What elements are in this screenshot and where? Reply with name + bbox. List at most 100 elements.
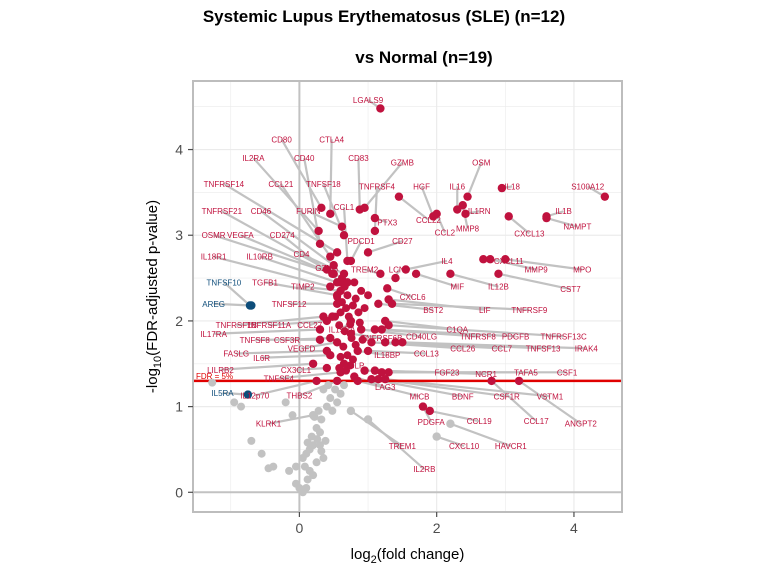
x-tick-label: 4 (570, 520, 578, 536)
leader-line (388, 324, 564, 338)
point-havcr1 (446, 419, 455, 428)
point-il10rb (332, 278, 342, 287)
label-csf1r: CSF1R (494, 392, 520, 401)
label-tnfsf10: TNFSF10 (207, 278, 242, 287)
point-ns (321, 436, 330, 445)
leader-line (278, 371, 341, 380)
point-cx3cl1 (322, 363, 332, 373)
point-ns (313, 435, 322, 444)
label-cd274: CD274 (270, 231, 295, 240)
point-up (342, 304, 351, 313)
label-nampt: NAMPT (563, 223, 591, 232)
y-axis-label: -log10(FDR-adjusted p-value) (144, 200, 164, 393)
point-ns (230, 398, 239, 407)
label-tnfrsf4: TNFRSF4 (359, 182, 396, 191)
label-vstm1: VSTM1 (537, 392, 564, 401)
label-tslp: TSLP (344, 361, 364, 370)
label-vegfd: VEGFD (288, 344, 316, 353)
point-csf3r (326, 333, 335, 343)
y-axis-label-prefix: -log (144, 368, 161, 393)
label-pdgfb: PDGFB (502, 332, 530, 341)
point-ns (285, 466, 294, 475)
label-lgals9: LGALS9 (353, 96, 384, 105)
leader-line (505, 258, 583, 271)
point-tnfrsf6b (346, 329, 356, 338)
point-ccl19 (425, 406, 435, 416)
point-ns (336, 389, 345, 398)
label-thbs2: THBS2 (286, 391, 312, 400)
chart-title-line-2: vs Normal (n=19) (355, 48, 493, 67)
leader-line (367, 349, 427, 355)
label-ccl21: CCL21 (268, 180, 293, 189)
leader-line (450, 422, 512, 448)
label-tafa5: TAFA5 (514, 368, 538, 377)
leader-line (221, 210, 328, 271)
point-up (358, 335, 367, 344)
point-cd40 (315, 239, 325, 249)
point-ns (281, 398, 290, 407)
leader-line (259, 255, 338, 284)
point-ns (237, 402, 246, 411)
label-pdgfa: PDGFA (418, 418, 446, 427)
threshold-label: FDR = 5% (196, 372, 233, 381)
axis-ticks: 0 2 4 0 1 2 3 4 (175, 142, 578, 536)
point-il17ra (315, 325, 325, 334)
leader-line (373, 186, 379, 232)
leader-line (357, 158, 361, 210)
point-pdcd1 (346, 256, 356, 266)
label-il17ra: IL17RA (200, 330, 227, 339)
leader-line (363, 161, 404, 209)
point-lcn2 (391, 273, 400, 283)
leader-line (236, 315, 324, 327)
point-labels: LGALS9 CD80 CTLA4 IL2RA CD40 CD83 GZMB OSM TNFRS… (196, 96, 605, 474)
point-tnfrsf14 (332, 248, 342, 257)
point-up (336, 308, 345, 317)
point-lgals9 (376, 104, 385, 113)
leader-line (302, 285, 341, 293)
point-il18r1 (326, 282, 335, 291)
point-ns (257, 449, 266, 458)
label-il12p70: IL12p70 (240, 391, 269, 400)
leader-line (498, 272, 571, 291)
label-il18bp: IL18BP (374, 351, 400, 360)
x-tick-label: 0 (295, 520, 303, 536)
point-tnfrsf9 (387, 299, 397, 308)
label-timp2: TIMP2 (291, 283, 315, 292)
leader-line (220, 362, 314, 371)
label-gzma: GZMA (315, 264, 339, 273)
label-tnfsf12: TNFSF12 (272, 300, 307, 309)
leader-line (420, 185, 435, 217)
point-up (348, 301, 357, 310)
label-mmp8: MMP8 (456, 224, 480, 233)
label-lilrb2: LILRB2 (207, 366, 234, 375)
x-tick-label: 2 (433, 520, 441, 536)
label-tnfsf13: TNFSF13 (526, 344, 561, 353)
y-tick-label: 1 (175, 399, 183, 415)
y-axis-label-suffix: (FDR-adjusted p-value) (144, 200, 161, 356)
label-osm: OSM (472, 158, 491, 167)
leader-line (508, 215, 531, 235)
leader-line (398, 195, 430, 221)
label-trem2: TREM2 (351, 266, 379, 275)
label-tnfsf4: TNFSF4 (264, 374, 295, 383)
leader-line (264, 281, 338, 297)
point-up (348, 355, 357, 364)
label-tnfsf8: TNFSF8 (240, 336, 271, 345)
point-il12b (446, 269, 455, 278)
point-ns (303, 475, 312, 484)
label-il18: IL18 (504, 182, 520, 191)
point-ccl17 (487, 376, 496, 386)
point-cd27 (363, 248, 373, 257)
label-il15ra: IL15RA (329, 325, 356, 334)
point-up (340, 327, 349, 336)
point-tslp (339, 359, 349, 368)
point-ns (208, 378, 217, 387)
leader-line (213, 328, 321, 335)
point-ns (291, 479, 300, 488)
point-il15ra (346, 316, 356, 326)
leader-line (378, 302, 434, 311)
zero-lines (193, 81, 622, 512)
label-tnfrsf13c: TNFRSF13C (541, 332, 587, 341)
label-cxcl13: CXCL13 (514, 230, 545, 239)
point-il18 (497, 183, 507, 193)
